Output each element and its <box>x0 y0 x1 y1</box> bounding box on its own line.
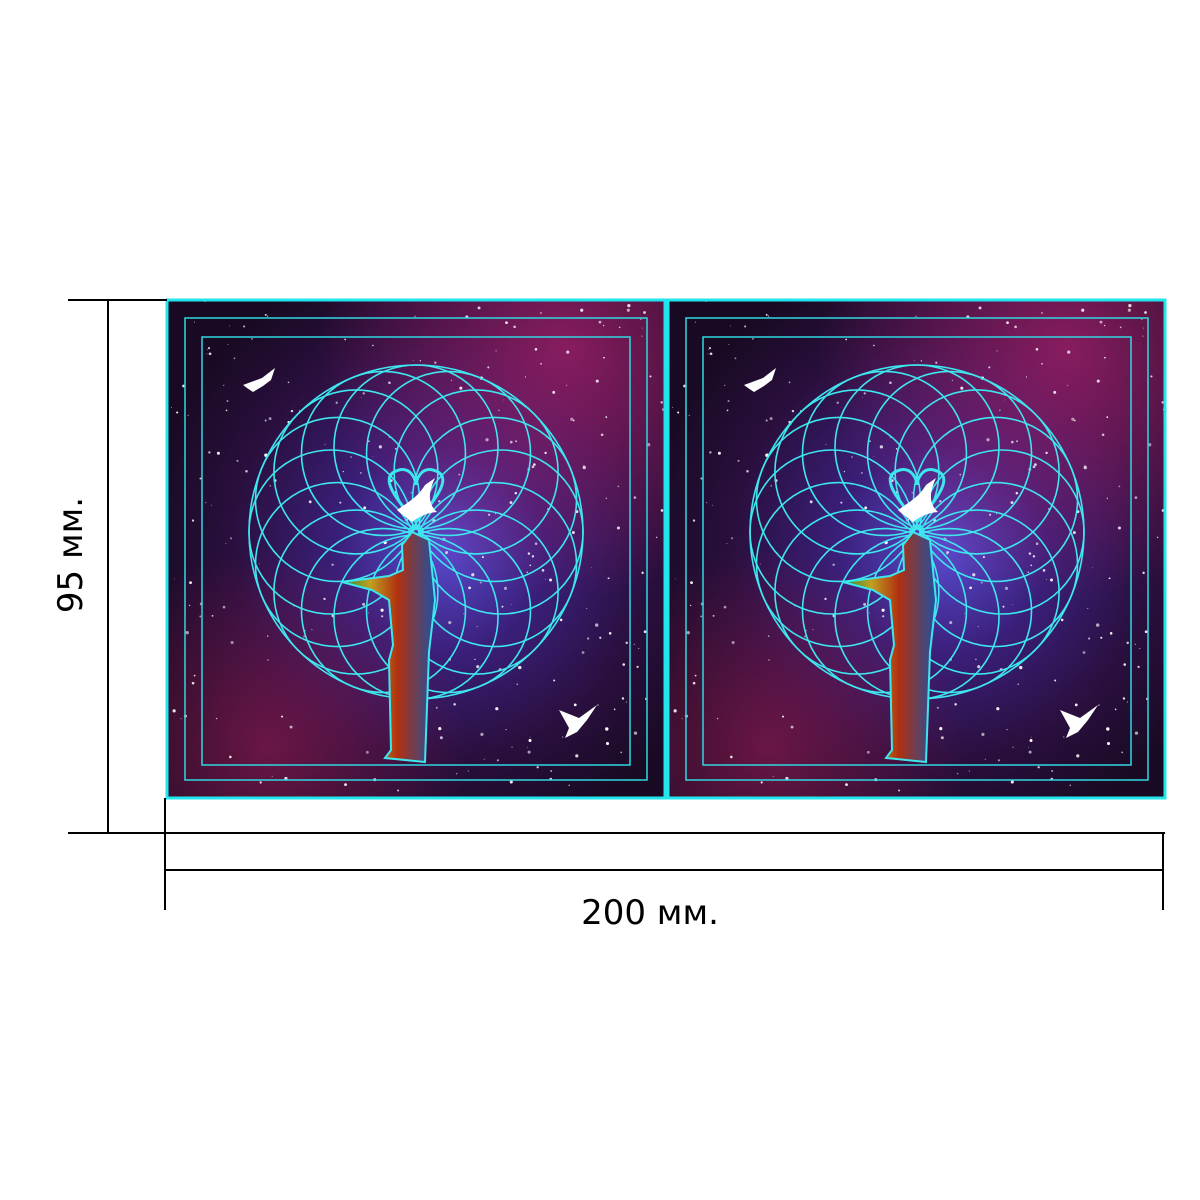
panel-right <box>667 300 1166 798</box>
panel-left <box>166 300 665 798</box>
width-label: 200 мм. <box>581 893 719 933</box>
panel-border <box>165 298 667 800</box>
height-label: 95 мм. <box>51 497 91 613</box>
panel-border <box>666 298 1167 800</box>
